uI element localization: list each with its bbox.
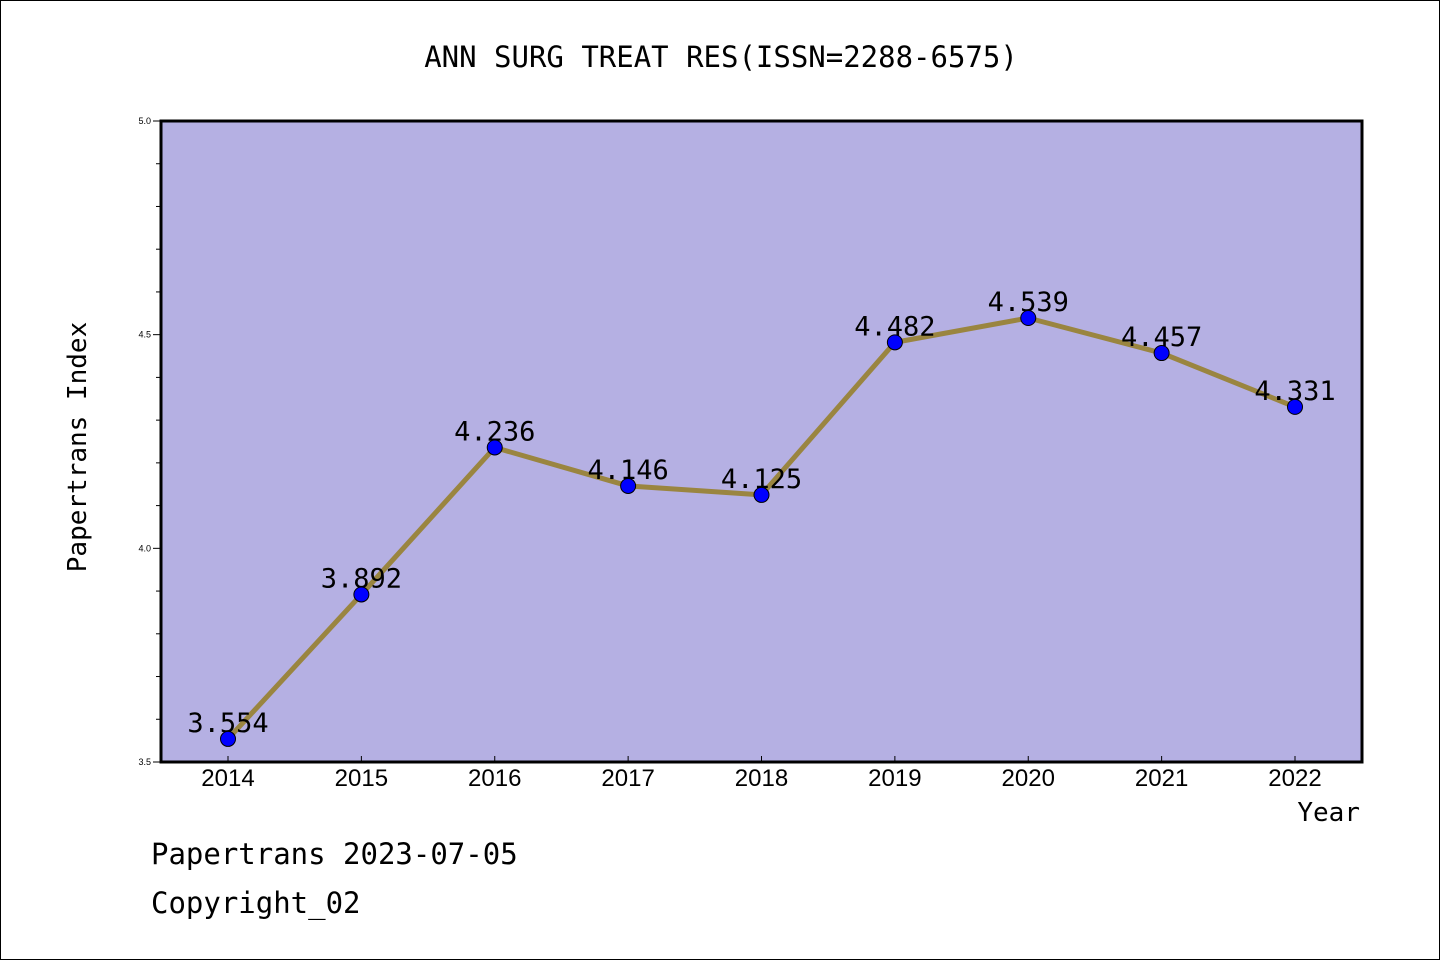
data-point (220, 730, 236, 747)
x-axis-label: Year (1297, 798, 1360, 828)
data-point-markers (220, 310, 1303, 747)
y-axis-tick-labels: 3.5 4.0 4.5 5.0 (138, 116, 151, 767)
data-point (486, 439, 503, 456)
data-point (620, 477, 637, 494)
x-tick-label: 2015 (335, 765, 388, 792)
footer-date: Papertrans 2023-07-05 (151, 837, 518, 871)
footer-copyright: Copyright_02 (151, 886, 361, 920)
y-axis-ticks (153, 120, 161, 763)
y-axis-label: Papertrans Index (63, 322, 93, 572)
x-tick-label: 2016 (468, 765, 521, 792)
x-tick-label: 2019 (868, 765, 921, 792)
y-tick-label: 3.5 (138, 757, 151, 767)
x-axis-tick-labels: 2014 2015 2016 2017 2018 2019 2020 2021 2022 (201, 765, 1321, 792)
y-tick-label: 4.0 (138, 543, 151, 553)
x-tick-label: 2017 (601, 765, 654, 792)
plot-area (159, 119, 1364, 764)
x-tick-label: 2021 (1135, 765, 1188, 792)
y-tick-label: 5.0 (138, 116, 151, 126)
x-tick-label: 2018 (735, 765, 788, 792)
data-point (353, 586, 370, 603)
x-tick-label: 2014 (201, 765, 254, 792)
x-axis-ticks (227, 756, 1296, 762)
data-point (1287, 398, 1303, 415)
x-tick-label: 2022 (1268, 765, 1321, 792)
data-point (886, 334, 903, 351)
y-tick-label: 4.5 (138, 330, 151, 340)
data-point (1153, 345, 1170, 362)
data-point (753, 486, 770, 503)
data-point (1020, 310, 1037, 327)
chart-title: ANN SURG TREAT RES(ISSN=2288-6575) (424, 40, 1018, 74)
x-tick-label: 2020 (1002, 765, 1055, 792)
